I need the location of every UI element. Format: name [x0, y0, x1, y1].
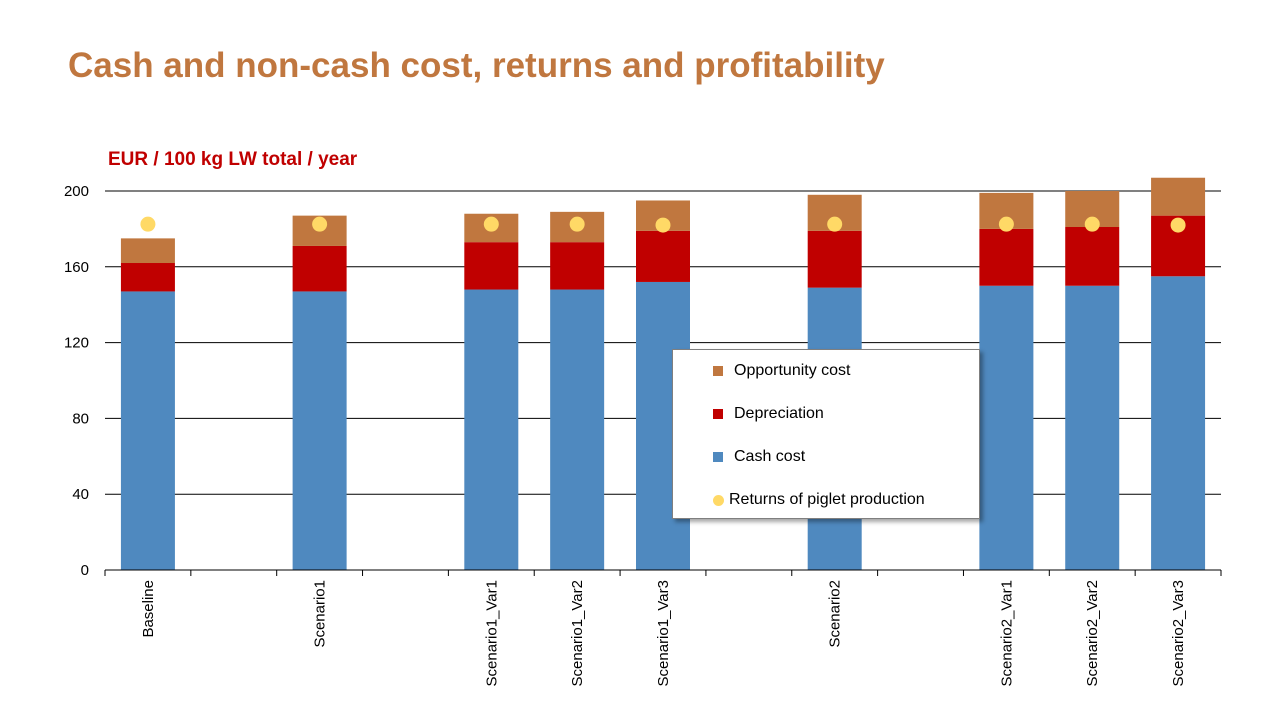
- x-tick-label-11: Scenario2_Var2: [1084, 580, 1101, 686]
- x-tick-label-2: Scenario1: [312, 580, 329, 648]
- x-axis-tick-labels: Baseline Scenario1 Scenario1_Var1 Scenario1…: [140, 580, 1187, 686]
- returns-marker-5: [569, 216, 585, 232]
- x-tick-label-0: Baseline: [140, 580, 157, 638]
- bar-depreciation-11: [1065, 227, 1120, 286]
- bar-cash-cost-2: [292, 291, 347, 570]
- legend-swatch-depreciation: [713, 409, 723, 419]
- returns-markers: [140, 216, 1186, 233]
- bars: [120, 177, 1206, 570]
- y-axis-unit-label: EUR / 100 kg LW total / year: [108, 149, 358, 170]
- slide-title: Cash and non-cash cost, returns and prof…: [68, 46, 885, 85]
- bar-depreciation-2: [292, 245, 347, 292]
- legend-marker-returns: [713, 494, 724, 506]
- bar-depreciation-0: [120, 263, 175, 292]
- x-tick-label-8: Scenario2: [827, 580, 844, 648]
- x-tick-label-4: Scenario1_Var1: [483, 580, 500, 686]
- returns-marker-11: [1084, 216, 1100, 232]
- bar-depreciation-10: [979, 228, 1034, 286]
- bar-cash-cost-10: [979, 285, 1034, 570]
- y-tick-label-40: 40: [72, 486, 89, 503]
- y-tick-label-200: 200: [64, 183, 89, 200]
- x-tick-label-5: Scenario1_Var2: [569, 580, 586, 686]
- x-axis: [104, 569, 1222, 576]
- legend-item-cash-cost: Cash cost: [713, 447, 805, 467]
- y-tick-label-160: 160: [64, 259, 89, 276]
- bar-depreciation-5: [550, 242, 605, 290]
- legend-label-cash-cost: Cash cost: [734, 448, 806, 465]
- bar-cash-cost-5: [550, 289, 605, 570]
- returns-marker-8: [827, 216, 843, 232]
- chart-legend: Opportunity cost Depreciation Cash cost …: [672, 349, 980, 519]
- x-tick-label-6: Scenario1_Var3: [655, 580, 672, 686]
- bar-cash-cost-12: [1151, 276, 1206, 570]
- returns-marker-12: [1170, 217, 1186, 233]
- returns-marker-2: [312, 216, 328, 232]
- returns-marker-4: [483, 216, 499, 232]
- returns-marker-6: [655, 217, 671, 233]
- legend-label-returns: Returns of piglet production: [729, 491, 925, 508]
- x-tick-label-12: Scenario2_Var3: [1170, 580, 1187, 686]
- legend-item-depreciation: Depreciation: [713, 404, 824, 424]
- legend-swatch-cash-cost: [713, 452, 723, 462]
- x-tick-label-10: Scenario2_Var1: [998, 580, 1015, 686]
- bar-depreciation-4: [464, 242, 519, 290]
- y-tick-label-120: 120: [64, 335, 89, 352]
- legend-label-depreciation: Depreciation: [734, 405, 824, 422]
- y-tick-label-80: 80: [72, 410, 89, 427]
- legend-item-opportunity-cost: Opportunity cost: [713, 361, 851, 381]
- y-axis-ticks: 0 40 80 120 160 200: [64, 183, 89, 579]
- legend-swatch-opportunity-cost: [713, 366, 723, 376]
- returns-marker-10: [998, 216, 1014, 232]
- bar-cash-cost-4: [464, 289, 519, 570]
- y-tick-label-0: 0: [81, 562, 89, 579]
- legend-item-returns: Returns of piglet production: [713, 490, 925, 510]
- bar-depreciation-6: [636, 230, 690, 282]
- bar-cash-cost-11: [1065, 285, 1120, 570]
- bar-opportunity-cost-12: [1151, 177, 1206, 216]
- returns-marker-0: [140, 216, 156, 232]
- bar-cash-cost-0: [120, 291, 175, 570]
- bar-depreciation-8: [807, 230, 862, 288]
- bar-opportunity-cost-0: [120, 238, 175, 264]
- legend-label-opportunity-cost: Opportunity cost: [734, 362, 851, 379]
